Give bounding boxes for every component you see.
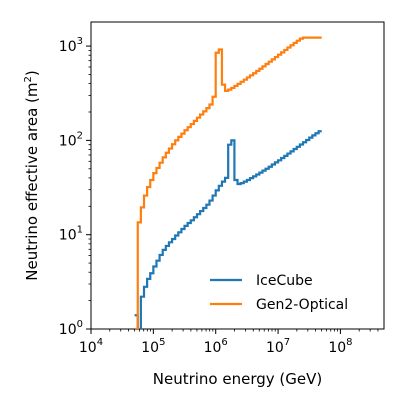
x-axis-label: Neutrino energy (GeV) [153,370,322,388]
y-axis-label-main: Neutrino effective area (m [23,82,41,280]
y-tick-label: 103 [59,36,83,55]
series-layer [134,36,322,329]
x-tick-label: 104 [79,337,103,356]
legend-label: IceCube [256,273,313,289]
legend-label: Gen2-Optical [256,297,348,313]
plot-frame [90,21,385,330]
series-line-gen2-optical [134,36,322,329]
x-tick-label: 108 [328,337,352,356]
x-tick-label: 105 [141,337,165,356]
y-tick-label: 102 [59,130,83,149]
y-axis-label: Neutrino effective area (m2) [23,70,41,281]
y-axis: 100 101 102 103 [59,36,91,338]
y-tick-label: 100 [59,319,83,338]
legend: IceCube Gen2-Optical [210,273,348,313]
y-axis-label-sup: 2 [23,76,34,82]
x-tick-label: 107 [266,337,290,356]
y-axis-label-end: ) [23,70,41,76]
y-tick-label: 101 [59,225,83,244]
plot-area: 104 105 106 107 108 100 101 102 103 [59,21,385,356]
series-line-icecube [134,130,322,329]
x-axis: 104 105 106 107 108 [79,329,379,356]
x-tick-label: 106 [204,337,228,356]
